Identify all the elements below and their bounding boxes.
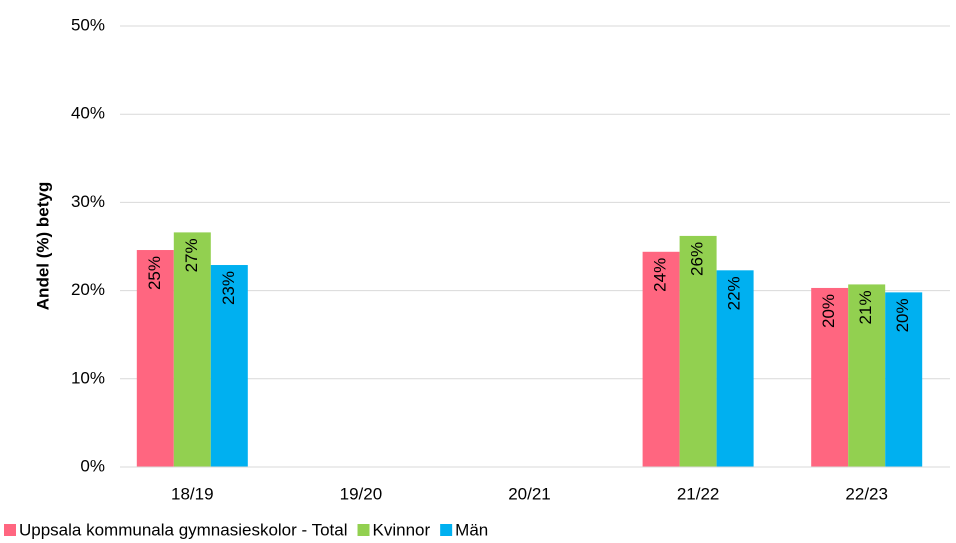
bar bbox=[679, 235, 717, 467]
legend-swatch bbox=[357, 524, 370, 536]
value-label: 24% bbox=[651, 258, 670, 292]
legend-label: Kvinnor bbox=[373, 520, 431, 539]
value-label: 23% bbox=[219, 271, 238, 305]
legend-swatch bbox=[4, 524, 16, 536]
value-label: 27% bbox=[182, 238, 201, 272]
y-tick-label: 0% bbox=[80, 456, 105, 475]
y-tick-label: 30% bbox=[71, 192, 105, 211]
x-tick-label: 22/23 bbox=[845, 484, 888, 503]
legend-label: Män bbox=[455, 520, 488, 539]
y-tick-label: 50% bbox=[71, 15, 105, 34]
y-tick-label: 20% bbox=[71, 280, 105, 299]
bar bbox=[173, 232, 211, 467]
bar bbox=[136, 250, 174, 467]
value-label: 20% bbox=[893, 298, 912, 332]
x-tick-label: 19/20 bbox=[340, 484, 383, 503]
x-tick-label: 21/22 bbox=[677, 484, 720, 503]
bar bbox=[716, 270, 754, 467]
y-tick-label: 40% bbox=[71, 104, 105, 123]
x-tick-label: 18/19 bbox=[171, 484, 214, 503]
value-label: 20% bbox=[819, 294, 838, 328]
bar bbox=[811, 287, 849, 467]
bar bbox=[642, 251, 680, 467]
bar bbox=[848, 284, 886, 467]
y-tick-label: 10% bbox=[71, 368, 105, 387]
value-label: 21% bbox=[856, 290, 875, 324]
value-label: 25% bbox=[145, 256, 164, 290]
bar bbox=[210, 265, 248, 467]
value-label: 26% bbox=[688, 242, 707, 276]
bar bbox=[885, 292, 923, 467]
x-tick-label: 20/21 bbox=[508, 484, 551, 503]
value-label: 22% bbox=[725, 276, 744, 310]
legend-swatch bbox=[440, 524, 453, 536]
legend-label: Uppsala kommunala gymnasieskolor - Total bbox=[19, 520, 348, 539]
y-axis-label: Andel (%) betyg bbox=[33, 182, 52, 310]
